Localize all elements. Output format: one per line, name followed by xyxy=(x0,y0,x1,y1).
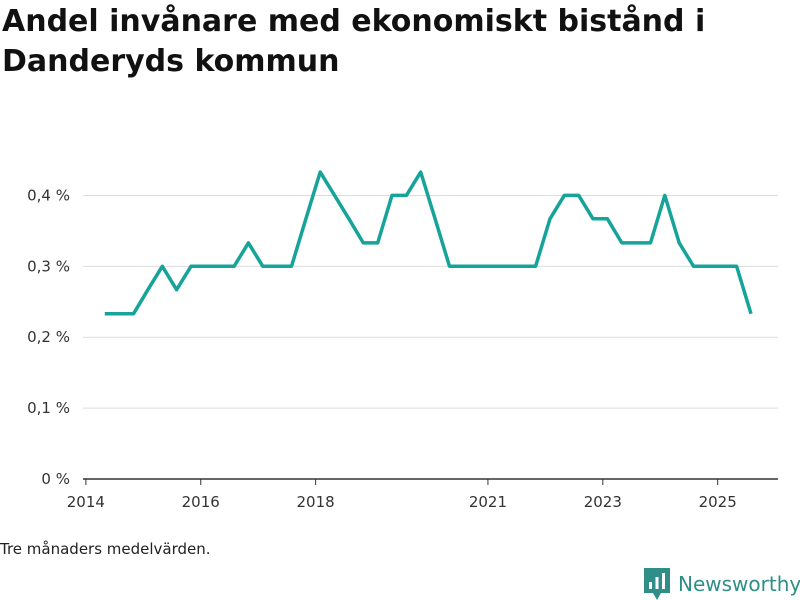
y-tick-label-3: 0,3 % xyxy=(27,257,70,275)
chart-title: Andel invånare med ekonomiskt bistånd i … xyxy=(2,4,706,79)
y-tick-label-0: 0 % xyxy=(41,470,70,488)
x-tick-label-2: 2018 xyxy=(297,493,335,511)
y-tick-label-4: 0,4 % xyxy=(27,186,70,204)
x-tick-label-5: 2025 xyxy=(699,493,737,511)
x-tick-label-0: 2014 xyxy=(67,493,105,511)
chart-note: Tre månaders medelvärden. xyxy=(0,540,211,558)
series-lines xyxy=(104,170,753,316)
gridlines xyxy=(83,194,778,409)
y-tick-label-2: 0,2 % xyxy=(27,328,70,346)
x-tick-label-3: 2021 xyxy=(469,493,507,511)
y-tick-label-1: 0,1 % xyxy=(27,399,70,417)
brand-name: Newsworthy xyxy=(678,572,800,596)
y-axis-tick-labels: 0 % 0,1 % 0,2 % 0,3 % 0,4 % xyxy=(27,186,70,488)
newsworthy-logo-icon xyxy=(644,568,670,600)
x-tick-label-1: 2016 xyxy=(182,493,220,511)
series-line-0 xyxy=(104,170,753,316)
x-axis-ticks: 2014 2016 2018 2021 2023 2025 xyxy=(67,479,737,511)
x-tick-label-4: 2023 xyxy=(584,493,622,511)
newsworthy-brand[interactable]: Newsworthy xyxy=(644,568,800,600)
